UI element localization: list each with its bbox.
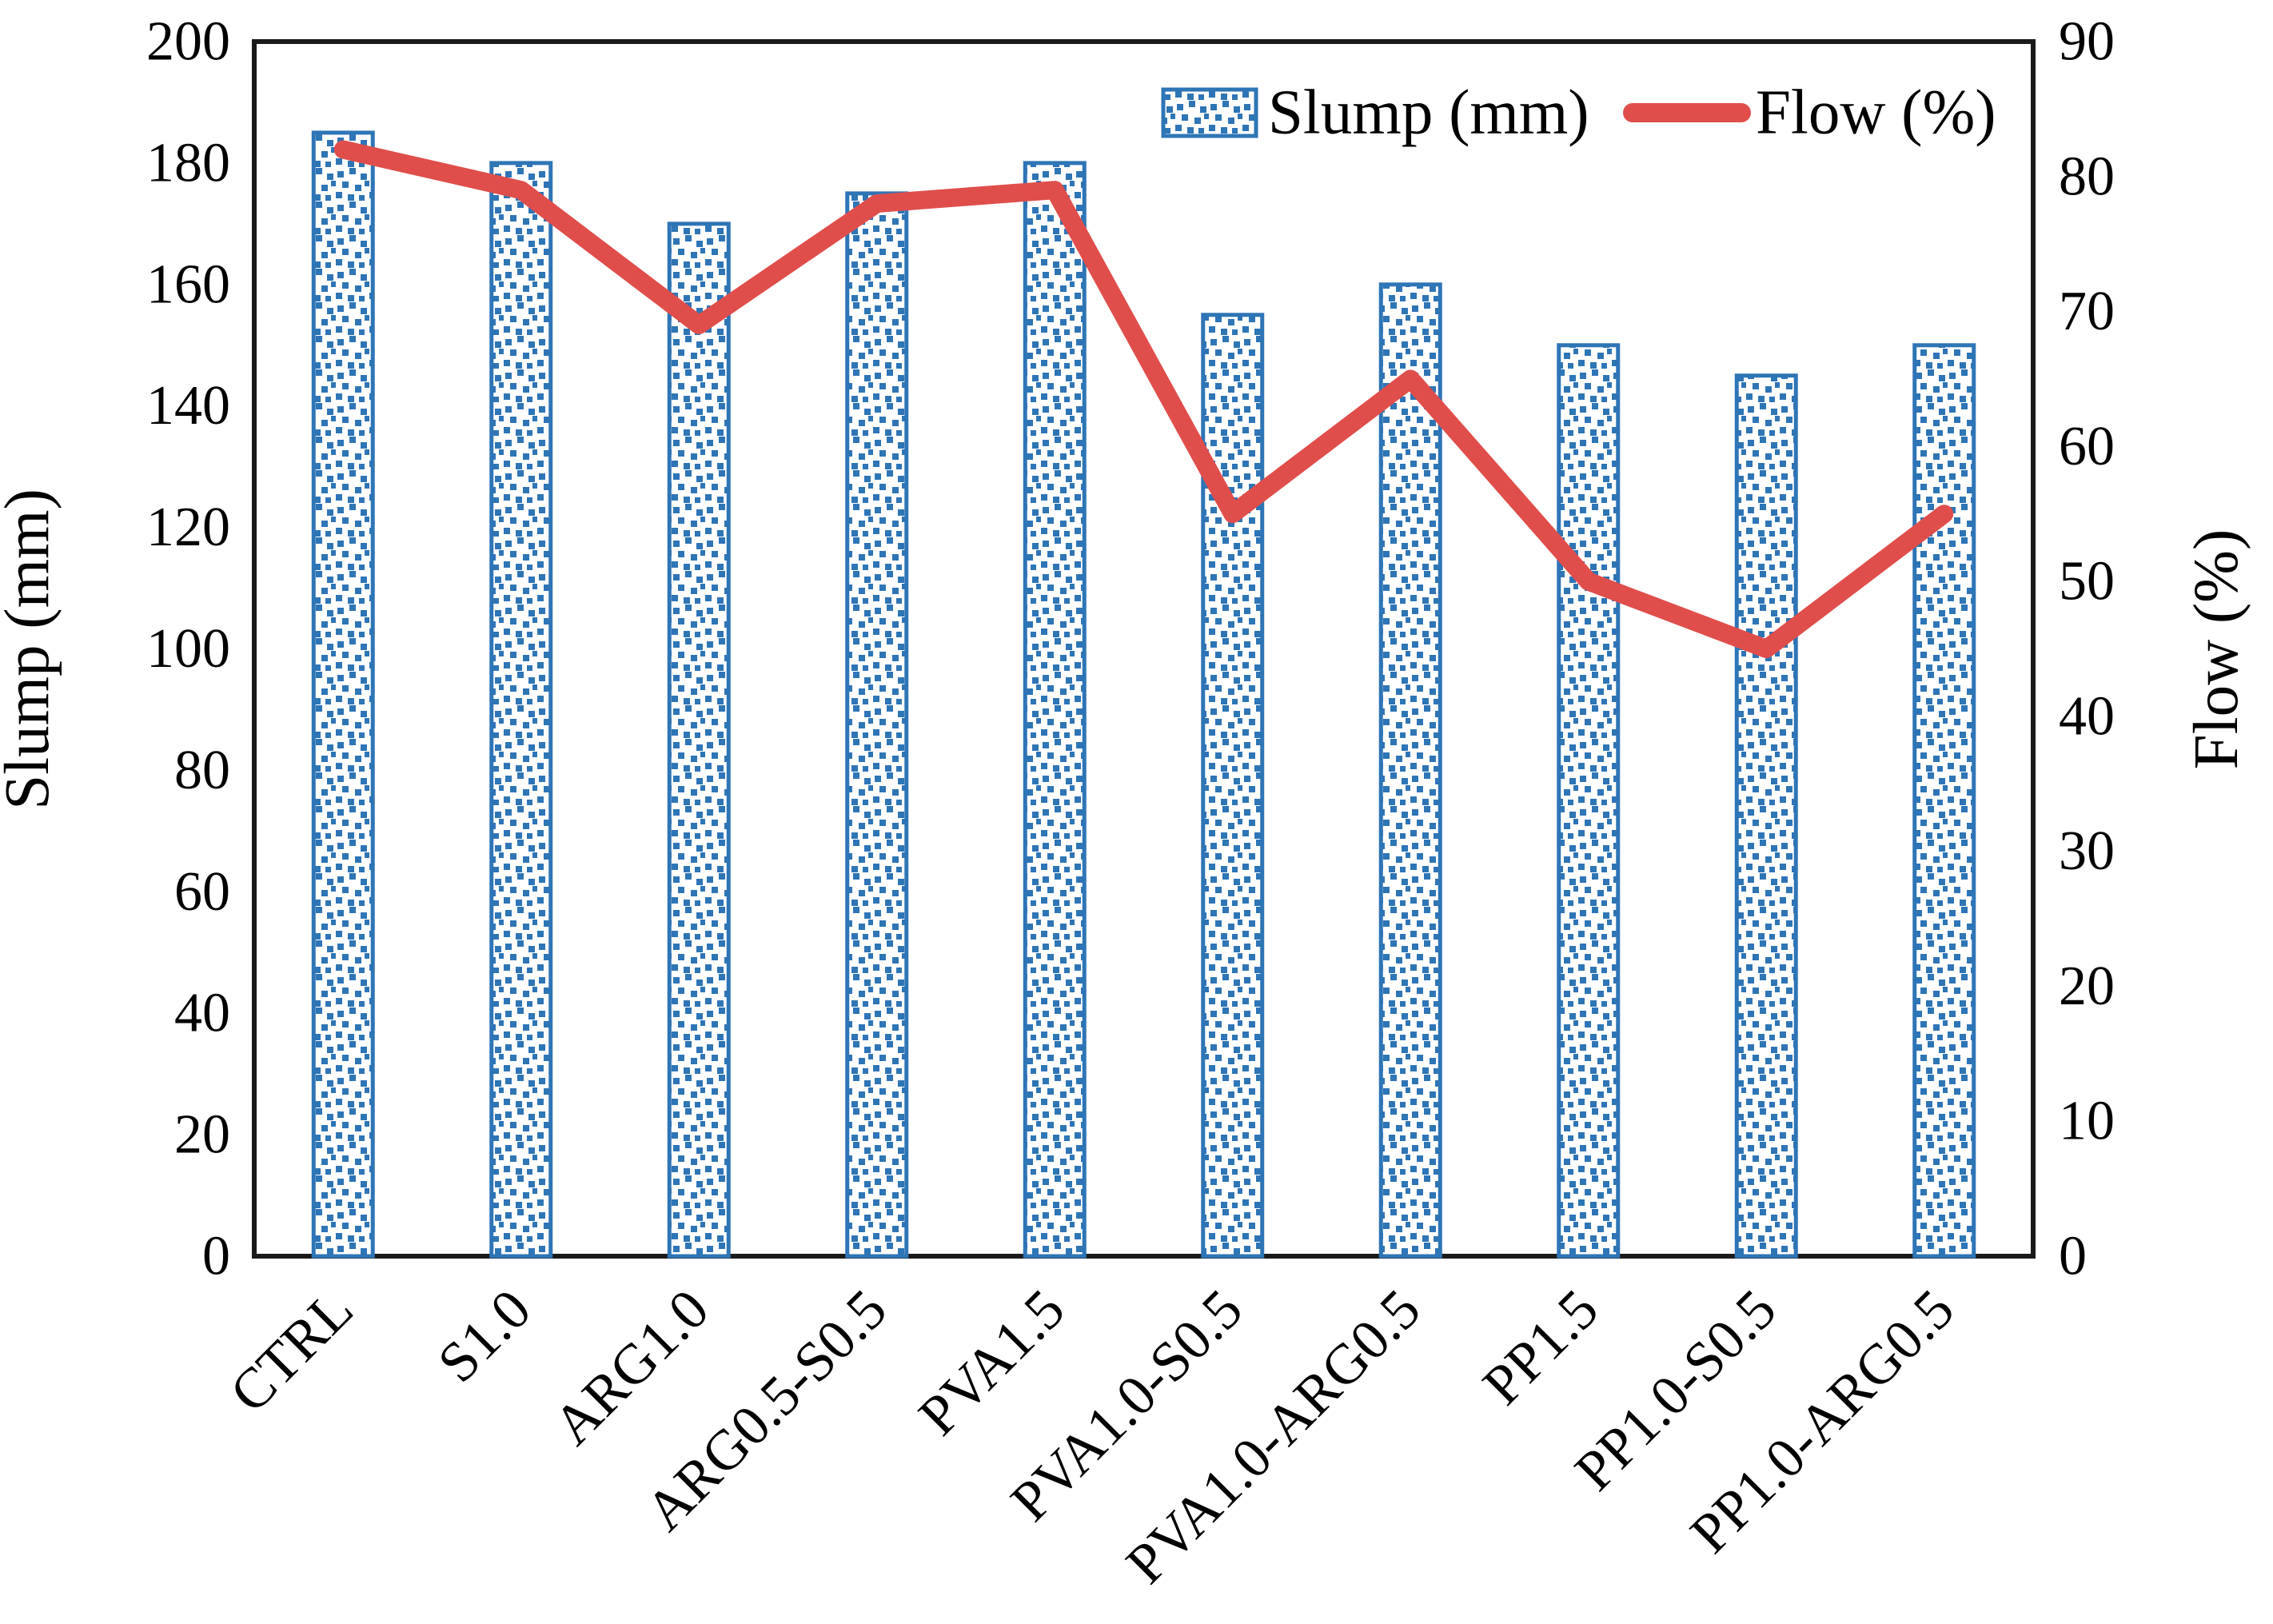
left-tick-label: 40 — [174, 983, 230, 1044]
left-axis-tick-labels: 0 20 40 60 80 100 120 140 160 180 200 — [146, 11, 230, 1287]
right-tick-label: 60 — [2059, 416, 2115, 477]
slump-bar — [1734, 373, 1798, 1259]
left-tick-label: 0 — [202, 1226, 230, 1287]
x-category-label: PP1.5 — [1471, 1278, 1610, 1417]
right-tick-label: 70 — [2059, 281, 2115, 342]
slump-bar — [1378, 282, 1442, 1259]
slump-bar — [1557, 343, 1621, 1259]
right-tick-label: 0 — [2059, 1226, 2087, 1287]
plot-area-border — [252, 39, 2036, 1259]
flow-polyline — [333, 140, 1954, 658]
right-axis-title: Flow (%) — [2182, 529, 2251, 770]
x-category-label: PVA1.5 — [907, 1278, 1077, 1447]
left-tick-label: 60 — [174, 861, 230, 923]
left-tick-label: 100 — [146, 618, 230, 680]
right-axis-tick-labels: 0 10 20 30 40 50 60 70 80 90 — [2059, 11, 2115, 1287]
legend-slump-swatch-icon — [1161, 87, 1258, 138]
right-tick-label: 20 — [2059, 956, 2115, 1017]
right-tick-label: 40 — [2059, 685, 2115, 747]
slump-bar — [1912, 343, 1976, 1259]
x-category-label: ARG1.0 — [542, 1278, 721, 1457]
slump-bar — [311, 130, 375, 1259]
legend-flow-label: Flow (%) — [1756, 78, 1996, 148]
right-tick-label: 90 — [2059, 11, 2115, 73]
legend: Slump (mm) Flow (%) — [1161, 78, 1996, 148]
slump-bar — [845, 191, 909, 1259]
left-tick-label: 160 — [146, 253, 230, 315]
left-tick-label: 140 — [146, 375, 230, 437]
left-tick-label: 180 — [146, 132, 230, 194]
slump-bar — [489, 161, 553, 1259]
right-tick-label: 50 — [2059, 551, 2115, 612]
slump-bar — [1023, 161, 1087, 1259]
x-category-label: S1.0 — [426, 1278, 543, 1395]
legend-slump-label: Slump (mm) — [1268, 78, 1589, 148]
slump-bars — [311, 130, 1976, 1259]
right-tick-label: 10 — [2059, 1091, 2115, 1152]
left-tick-label: 20 — [174, 1104, 230, 1166]
right-tick-label: 80 — [2059, 146, 2115, 207]
left-tick-label: 200 — [146, 11, 230, 73]
slump-bar — [667, 221, 731, 1259]
slump-bar — [1201, 313, 1265, 1259]
x-category-label: CTRL — [218, 1278, 365, 1424]
left-tick-label: 120 — [146, 497, 230, 558]
left-axis-title: Slump (mm) — [0, 489, 62, 810]
flow-line — [333, 140, 1954, 658]
left-tick-label: 80 — [174, 740, 230, 801]
right-tick-label: 30 — [2059, 820, 2115, 882]
